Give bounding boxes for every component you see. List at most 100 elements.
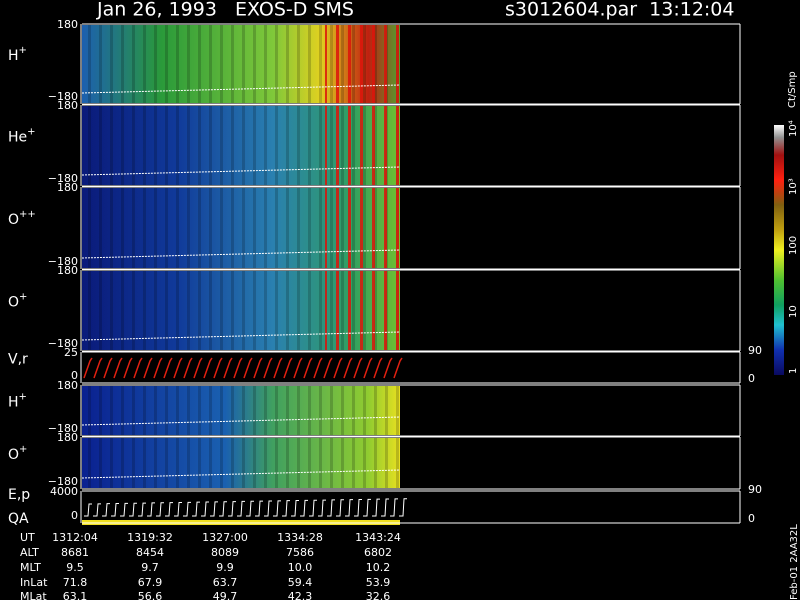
ephemeris-label: InLat	[20, 576, 48, 589]
y-tick-label: 180	[57, 431, 78, 444]
panel-label-text: E,p	[8, 487, 30, 503]
panels: 180−180H+180−180He+180−180O++180−180O+25…	[8, 18, 762, 527]
panel-label: E,p	[8, 487, 30, 503]
y-tick-label: 4000	[50, 485, 78, 498]
ephemeris-value: 6802	[364, 546, 392, 559]
ephemeris-value: 9.7	[141, 561, 159, 574]
ephemeris-value: 49.7	[213, 590, 238, 600]
ephemeris-value: 1343:24	[355, 531, 401, 544]
trace	[81, 249, 401, 259]
trace	[81, 416, 401, 426]
panel-label: He+	[8, 127, 36, 146]
panel-label-text: H	[8, 395, 19, 411]
y2-tick-label: 90	[748, 344, 762, 357]
trace	[81, 331, 401, 341]
panel-label: H+	[8, 45, 27, 64]
spectrogram-peaks	[325, 106, 400, 185]
ephemeris-value: 8089	[211, 546, 239, 559]
panel-label-text: O	[8, 295, 19, 311]
ephemeris-value: 1319:32	[127, 531, 173, 544]
panel-label-sup: +	[19, 392, 27, 403]
file-name: s3012604.par 13:12:04	[505, 0, 734, 21]
colorbar-label: 10³	[788, 178, 799, 195]
panel-label-sup: +	[27, 127, 35, 138]
colorbar-label: 10	[788, 305, 799, 318]
energy-trace	[84, 498, 407, 517]
panel-label-text: H	[8, 48, 19, 64]
y-tick-label: −180	[48, 172, 78, 185]
title: Jan 26, 1993 EXOS-D SMS	[96, 0, 354, 21]
colorbar	[774, 125, 784, 375]
panel-label: H+	[8, 392, 27, 411]
trace	[81, 84, 401, 94]
ephemeris-value: 63.1	[63, 590, 88, 600]
ephemeris-label: UT	[20, 531, 35, 544]
y-tick-label: 180	[57, 18, 78, 31]
velocity-trace	[83, 357, 403, 379]
panel-label-sup: +	[19, 444, 27, 455]
colorbar-label: 100	[788, 236, 799, 255]
panel-label-sup: +	[19, 292, 27, 303]
colorbar-label: 1	[788, 368, 799, 374]
y-tick-label: 25	[64, 346, 78, 359]
panel-label-text: He	[8, 130, 27, 146]
colorbar-label: 10⁴	[788, 120, 799, 137]
ephemeris-label: MLat	[20, 590, 47, 600]
y2-tick-label: 0	[748, 512, 755, 525]
ephemeris-value: 9.5	[66, 561, 84, 574]
spectrogram-peaks	[325, 188, 400, 268]
ephemeris-value: 7586	[286, 546, 314, 559]
ephemeris-value: 32.6	[366, 590, 391, 600]
ephemeris-label: MLT	[20, 561, 41, 574]
panel-label-text: V,r	[8, 352, 28, 368]
ephemeris-value: 1312:04	[52, 531, 98, 544]
spectrogram-texture	[82, 386, 400, 435]
y-tick-label: 180	[57, 264, 78, 277]
ephemeris-value: 56.6	[138, 590, 163, 600]
panel-label: O++	[8, 209, 36, 228]
panel-label: O+	[8, 292, 27, 311]
ephemeris-value: 1334:28	[277, 531, 323, 544]
panel-label: O+	[8, 444, 27, 463]
ephemeris-value: 10.2	[366, 561, 391, 574]
panel-label: QA	[8, 511, 29, 527]
ephemeris-value: 53.9	[366, 576, 391, 589]
y-tick-label: 180	[57, 99, 78, 112]
y-tick-label: −180	[48, 475, 78, 488]
y-tick-label: 0	[71, 509, 78, 522]
ephemeris-value: 67.9	[138, 576, 163, 589]
ephemeris-value: 8454	[136, 546, 164, 559]
y-tick-label: −180	[48, 90, 78, 103]
colorbar-unit: Ct/Smp	[787, 71, 798, 108]
y2-tick-label: 90	[748, 483, 762, 496]
y-tick-label: 0	[71, 369, 78, 382]
spectrogram-peaks	[325, 271, 400, 350]
spectrogram-peaks	[325, 25, 400, 103]
panel-label-text: O	[8, 447, 19, 463]
y-tick-label: −180	[48, 422, 78, 435]
y-tick-label: −180	[48, 337, 78, 350]
panel-label-sup: +	[19, 45, 27, 56]
panel-label-sup: ++	[19, 209, 36, 220]
ephemeris-label: ALT	[20, 546, 39, 559]
ephemeris-value: 71.8	[63, 576, 88, 589]
ephemeris-value: 59.4	[288, 576, 313, 589]
panel-label: V,r	[8, 352, 28, 368]
y2-tick-label: 0	[748, 372, 755, 385]
y-tick-label: 180	[57, 181, 78, 194]
ephemeris-value: 8681	[61, 546, 89, 559]
trace	[81, 166, 401, 176]
ephemeris-value: 9.9	[216, 561, 234, 574]
ephemeris-value: 1327:00	[202, 531, 248, 544]
panel-label-text: O	[8, 212, 19, 228]
y-tick-label: 180	[57, 379, 78, 392]
ephemeris-value: 42.3	[288, 590, 313, 600]
y-tick-label: −180	[48, 255, 78, 268]
spectrogram-texture	[82, 438, 400, 488]
ephemeris-value: 10.0	[288, 561, 313, 574]
trace	[81, 469, 401, 479]
footer: Feb-01 2AA32L	[789, 524, 800, 600]
ephemeris-value: 63.7	[213, 576, 238, 589]
